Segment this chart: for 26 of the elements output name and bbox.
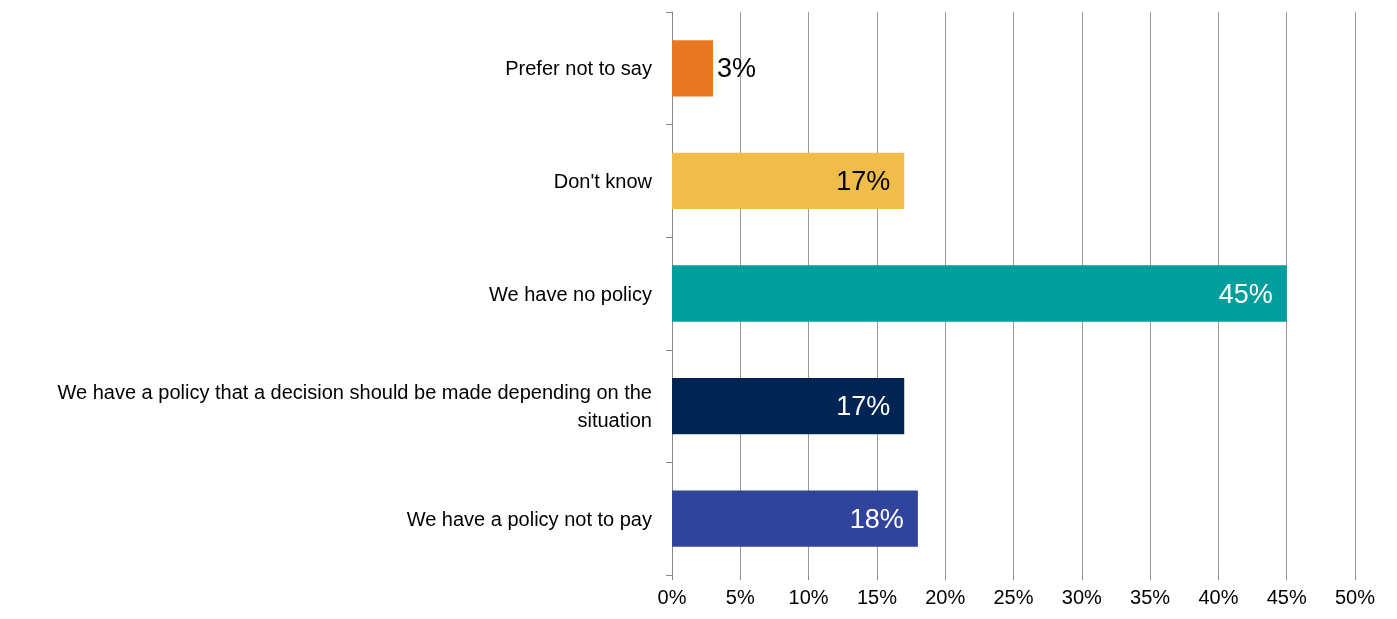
- x-tick-label: 0%: [657, 586, 687, 608]
- y-tick-label: We have no policy: [488, 282, 652, 305]
- x-tick-label: 5%: [725, 586, 755, 608]
- data-label: 17%: [836, 165, 891, 196]
- x-tick-label: 45%: [1266, 586, 1307, 608]
- x-tick-label: 40%: [1198, 586, 1239, 608]
- x-tick-label: 15%: [856, 586, 898, 608]
- bar: [672, 265, 1287, 322]
- bar: [672, 152, 905, 210]
- y-tick-label: Don't know: [553, 169, 653, 192]
- data-label: 3%: [716, 53, 757, 84]
- x-tick-label: 30%: [1061, 586, 1103, 608]
- x-tick-label: 20%: [925, 586, 966, 608]
- bar: [672, 40, 713, 97]
- bar: [672, 490, 918, 547]
- data-label: 45%: [1218, 278, 1273, 309]
- y-tick-label: We have a policy not to pay: [406, 507, 652, 530]
- y-tick-label: We have a policy that a decision should be made depending on the situation: [57, 381, 652, 432]
- bar: [672, 377, 905, 435]
- x-tick-label: 25%: [993, 586, 1034, 608]
- x-tick-label: 10%: [788, 586, 829, 608]
- data-label: 17%: [836, 391, 891, 422]
- x-tick-label: 50%: [1334, 586, 1376, 608]
- x-tick-label: 35%: [1130, 586, 1171, 608]
- y-tick-label: Prefer not to say: [505, 57, 652, 80]
- data-label: 18%: [849, 503, 904, 534]
